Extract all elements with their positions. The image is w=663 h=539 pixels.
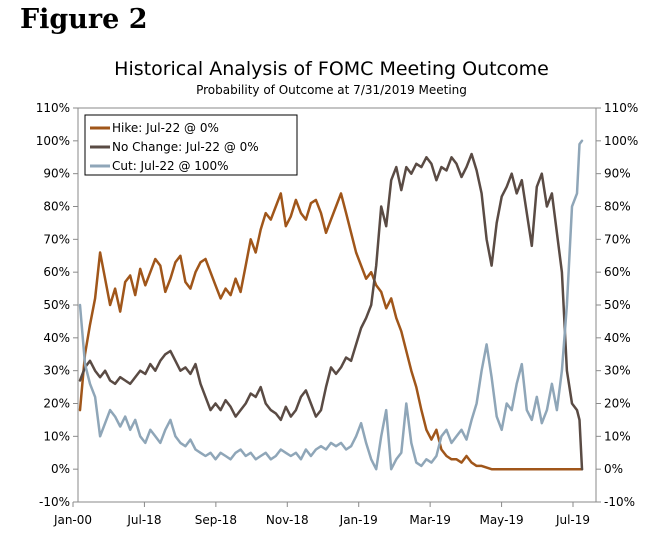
y-tick-label-left: 60%	[43, 265, 70, 279]
y-tick-label-left: 100%	[36, 134, 70, 148]
x-tick-label: Sep-18	[195, 513, 237, 527]
y-tick-label-right: 70%	[604, 232, 631, 246]
y-tick-label-right: 0%	[604, 462, 623, 476]
x-axis: Jan-00 Jul-18 Sep-18 Nov-18 Jan-19 Mar-19 May-…	[53, 502, 590, 527]
series-line-cut	[78, 139, 584, 471]
series-line-hike	[78, 192, 584, 471]
x-tick-label: Mar-19	[409, 513, 450, 527]
y-tick-label-right: 100%	[604, 134, 638, 148]
y-tick-label-right: 30%	[604, 364, 631, 378]
y-tick-label-right: 90%	[604, 167, 631, 181]
legend-box	[84, 114, 298, 176]
y-tick-label-right: 50%	[604, 298, 631, 312]
y-tick-label-left: 20%	[43, 397, 70, 411]
legend-label-hike: Hike: Jul-22 @ 0%	[112, 121, 219, 135]
y-axis-right: -10% 0% 10% 20% 30% 40% 50% 60% 70% 80% 90% 100% 110…	[596, 101, 638, 509]
y-tick-label-left: 30%	[43, 364, 70, 378]
y-tick-label-right: 40%	[604, 331, 631, 345]
y-tick-label-right: 60%	[604, 265, 631, 279]
legend-label-cut: Cut: Jul-22 @ 100%	[112, 159, 229, 173]
y-tick-label-right: -10%	[604, 495, 635, 509]
y-tick-label-left: -10%	[39, 495, 70, 509]
series-group	[78, 139, 584, 471]
legend-label-no-change: No Change: Jul-22 @ 0%	[112, 140, 259, 154]
y-tick-label-left: 110%	[36, 101, 70, 115]
legend: Hike: Jul-22 @ 0% No Change: Jul-22 @ 0%…	[84, 114, 298, 176]
x-tick-label: Jul-18	[126, 513, 161, 527]
y-tick-label-right: 10%	[604, 429, 631, 443]
y-tick-label-left: 40%	[43, 331, 70, 345]
y-tick-label-left: 0%	[51, 462, 70, 476]
y-tick-label-right: 80%	[604, 200, 631, 214]
x-tick-label: May-19	[479, 513, 523, 527]
y-tick-label-right: 110%	[604, 101, 638, 115]
y-tick-label-right: 20%	[604, 397, 631, 411]
x-tick-label: Jan-19	[339, 513, 378, 527]
series-line-no_change	[78, 152, 584, 471]
y-tick-label-left: 70%	[43, 232, 70, 246]
x-tick-label: Nov-18	[266, 513, 309, 527]
chart-subtitle: Probability of Outcome at 7/31/2019 Meet…	[196, 83, 467, 97]
y-tick-label-left: 90%	[43, 167, 70, 181]
x-tick-label: Jul-19	[555, 513, 590, 527]
y-tick-label-left: 50%	[43, 298, 70, 312]
figure-label: Figure 2	[20, 4, 148, 35]
chart-title: Historical Analysis of FOMC Meeting Outc…	[114, 58, 549, 80]
x-tick-label: Jan-00	[53, 513, 92, 527]
y-tick-label-left: 80%	[43, 200, 70, 214]
y-axis-left: -10% 0% 10% 20% 30% 40% 50% 60% 70% 80% 90% 100% 110…	[36, 101, 78, 509]
y-tick-label-left: 10%	[43, 429, 70, 443]
